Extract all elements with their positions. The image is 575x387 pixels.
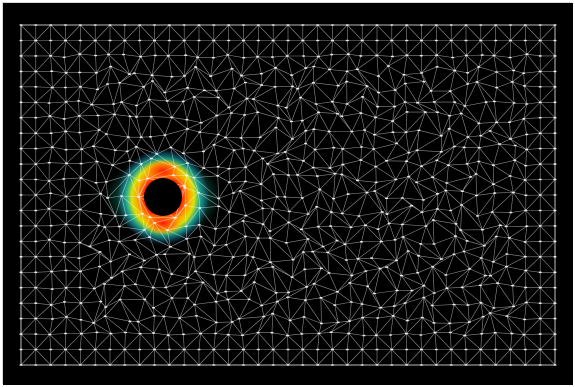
field-top-cap bbox=[143, 159, 183, 183]
circular-hole bbox=[144, 178, 182, 216]
mesh-node-points bbox=[19, 24, 557, 366]
mesh-nodes bbox=[19, 24, 557, 366]
finite-element-mesh bbox=[3, 3, 573, 385]
